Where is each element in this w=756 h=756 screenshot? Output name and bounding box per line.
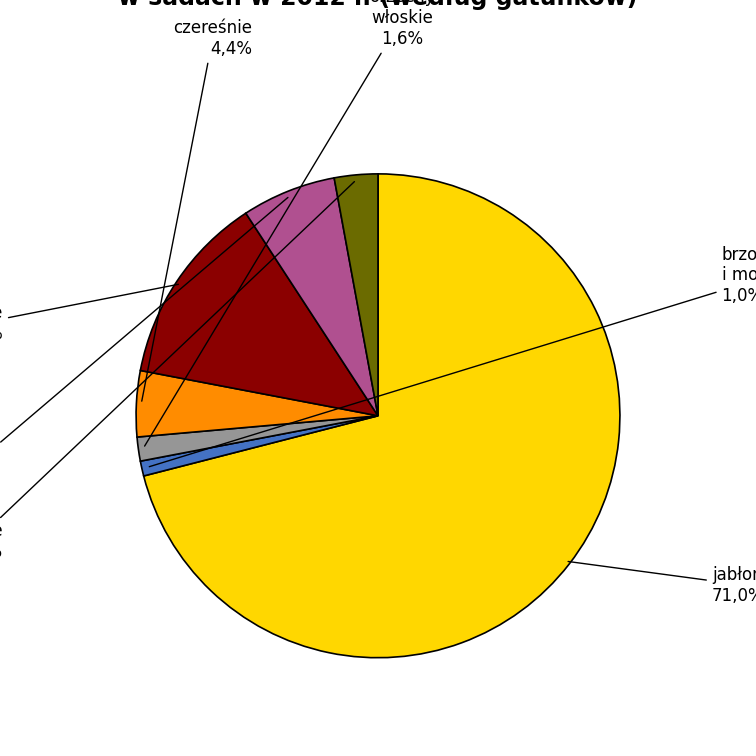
Text: czereśnie
4,4%: czereśnie 4,4% xyxy=(142,19,253,401)
Wedge shape xyxy=(141,213,378,416)
Text: orzechy
włoskie
1,6%: orzechy włoskie 1,6% xyxy=(144,0,435,446)
Text: jabłonie
71,0%: jabłonie 71,0% xyxy=(568,562,756,605)
Wedge shape xyxy=(334,174,378,416)
Text: śliwy
6,3%: śliwy 6,3% xyxy=(0,197,288,484)
Wedge shape xyxy=(246,178,378,416)
Title: Struktura powierzchni uprawy drzew owocowych
w sadach w 2012 r. (według gatunków: Struktura powierzchni uprawy drzew owoco… xyxy=(51,0,705,10)
Text: wiśnie
12,8%: wiśnie 12,8% xyxy=(0,284,178,343)
Wedge shape xyxy=(137,416,378,461)
Wedge shape xyxy=(136,370,378,437)
Text: brzoskwinie
i morele
1,0%: brzoskwinie i morele 1,0% xyxy=(149,246,756,466)
Text: grusze
2,9%: grusze 2,9% xyxy=(0,181,355,561)
Wedge shape xyxy=(144,174,620,658)
Wedge shape xyxy=(141,416,378,476)
